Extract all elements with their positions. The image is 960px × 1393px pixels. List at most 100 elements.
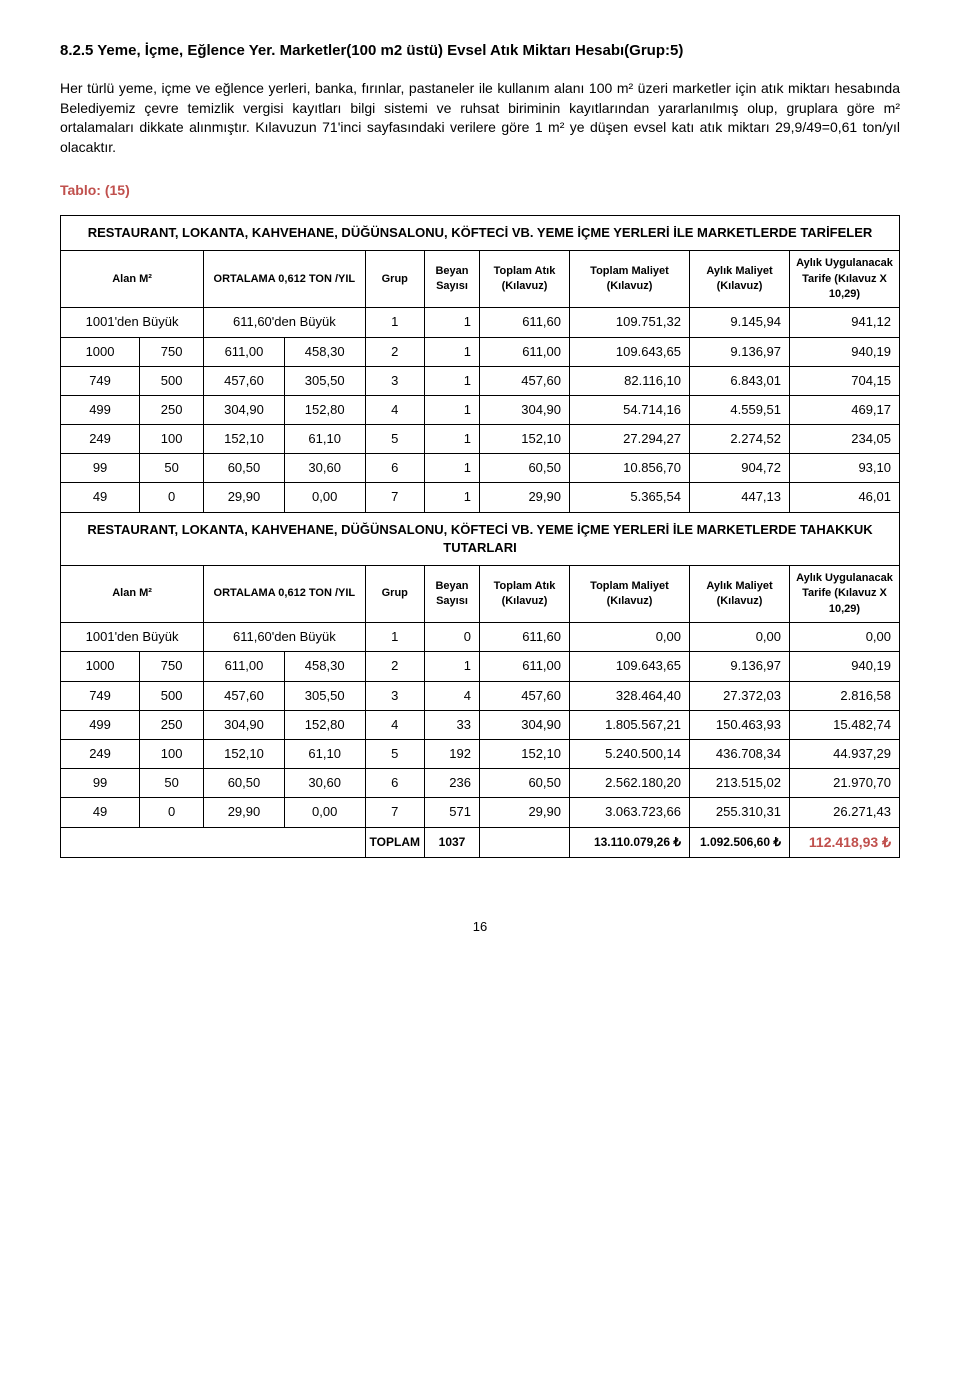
cell: 99 bbox=[61, 454, 140, 483]
cell: 93,10 bbox=[790, 454, 900, 483]
cell: 2.816,58 bbox=[790, 681, 900, 710]
table-row: 1000750611,00458,3021611,00109.643,659.1… bbox=[61, 337, 900, 366]
cell: 4 bbox=[365, 710, 424, 739]
cell: 29,90 bbox=[480, 798, 570, 827]
cell: 4 bbox=[425, 681, 480, 710]
cell: 152,10 bbox=[480, 739, 570, 768]
cell: 33 bbox=[425, 710, 480, 739]
cell: 0 bbox=[140, 798, 204, 827]
cell: 500 bbox=[140, 366, 204, 395]
cell: 611,00 bbox=[204, 652, 285, 681]
table-row: 749500457,60305,5031457,6082.116,106.843… bbox=[61, 366, 900, 395]
cell: 27.294,27 bbox=[570, 425, 690, 454]
column-header: Aylık Maliyet (Kılavuz) bbox=[690, 251, 790, 308]
column-header: Toplam Maliyet (Kılavuz) bbox=[570, 251, 690, 308]
cell: 1000 bbox=[61, 337, 140, 366]
cell: 750 bbox=[140, 652, 204, 681]
table-row: 749500457,60305,5034457,60328.464,4027.3… bbox=[61, 681, 900, 710]
cell: 3.063.723,66 bbox=[570, 798, 690, 827]
cell: 304,90 bbox=[480, 710, 570, 739]
total-cell: 1.092.506,60 ₺ bbox=[690, 827, 790, 858]
total-cell: 112.418,93 ₺ bbox=[790, 827, 900, 858]
cell: 150.463,93 bbox=[690, 710, 790, 739]
table-row: 1001'den Büyük611,60'den Büyük11611,6010… bbox=[61, 308, 900, 337]
total-cell: 13.110.079,26 ₺ bbox=[570, 827, 690, 858]
cell: 50 bbox=[140, 769, 204, 798]
cell: 304,90 bbox=[480, 395, 570, 424]
cell: 9.136,97 bbox=[690, 337, 790, 366]
cell: 250 bbox=[140, 395, 204, 424]
column-header: Aylık Uygulanacak Tarife (Kılavuz X 10,2… bbox=[790, 251, 900, 308]
cell: 1 bbox=[365, 623, 424, 652]
cell: 7 bbox=[365, 798, 424, 827]
page-number: 16 bbox=[60, 918, 900, 936]
cell: 1 bbox=[425, 454, 480, 483]
cell: 10.856,70 bbox=[570, 454, 690, 483]
cell: 1 bbox=[425, 425, 480, 454]
cell: 499 bbox=[61, 395, 140, 424]
cell: 611,60'den Büyük bbox=[204, 308, 365, 337]
cell: 305,50 bbox=[284, 366, 365, 395]
cell: 749 bbox=[61, 681, 140, 710]
cell: 0,00 bbox=[284, 798, 365, 827]
cell: 15.482,74 bbox=[790, 710, 900, 739]
cell: 611,60 bbox=[480, 308, 570, 337]
tariff-table: RESTAURANT, LOKANTA, KAHVEHANE, DÜĞÜNSAL… bbox=[60, 215, 900, 858]
cell: 611,00 bbox=[480, 337, 570, 366]
table-row: 995060,5030,60623660,502.562.180,20213.5… bbox=[61, 769, 900, 798]
cell: 1000 bbox=[61, 652, 140, 681]
column-header: ORTALAMA 0,612 TON /YIL bbox=[204, 566, 365, 623]
cell: 255.310,31 bbox=[690, 798, 790, 827]
cell: 1 bbox=[425, 366, 480, 395]
cell: 1001'den Büyük bbox=[61, 308, 204, 337]
total-cell: 1037 bbox=[425, 827, 480, 858]
cell: 611,60'den Büyük bbox=[204, 623, 365, 652]
cell: 940,19 bbox=[790, 337, 900, 366]
cell: 447,13 bbox=[690, 483, 790, 512]
cell: 458,30 bbox=[284, 652, 365, 681]
cell: 152,10 bbox=[480, 425, 570, 454]
cell: 49 bbox=[61, 483, 140, 512]
cell: 6 bbox=[365, 769, 424, 798]
column-header: Toplam Maliyet (Kılavuz) bbox=[570, 566, 690, 623]
cell: 941,12 bbox=[790, 308, 900, 337]
cell: 457,60 bbox=[204, 366, 285, 395]
column-header: ORTALAMA 0,612 TON /YIL bbox=[204, 251, 365, 308]
total-cell: TOPLAM bbox=[365, 827, 424, 858]
cell: 49 bbox=[61, 798, 140, 827]
cell: 100 bbox=[140, 739, 204, 768]
cell: 46,01 bbox=[790, 483, 900, 512]
table-row: 995060,5030,606160,5010.856,70904,7293,1… bbox=[61, 454, 900, 483]
cell: 192 bbox=[425, 739, 480, 768]
cell: 250 bbox=[140, 710, 204, 739]
cell: 109.643,65 bbox=[570, 652, 690, 681]
cell: 60,50 bbox=[480, 454, 570, 483]
cell: 3 bbox=[365, 681, 424, 710]
cell: 50 bbox=[140, 454, 204, 483]
cell: 30,60 bbox=[284, 454, 365, 483]
cell: 0 bbox=[140, 483, 204, 512]
cell: 457,60 bbox=[480, 366, 570, 395]
cell: 0 bbox=[425, 623, 480, 652]
column-header: Grup bbox=[365, 251, 424, 308]
body-paragraph: Her türlü yeme, içme ve eğlence yerleri,… bbox=[60, 79, 900, 157]
cell: 1 bbox=[425, 395, 480, 424]
cell: 234,05 bbox=[790, 425, 900, 454]
cell: 1 bbox=[425, 652, 480, 681]
cell: 60,50 bbox=[204, 454, 285, 483]
cell: 904,72 bbox=[690, 454, 790, 483]
cell: 82.116,10 bbox=[570, 366, 690, 395]
cell: 749 bbox=[61, 366, 140, 395]
cell: 0,00 bbox=[284, 483, 365, 512]
cell: 1001'den Büyük bbox=[61, 623, 204, 652]
cell: 44.937,29 bbox=[790, 739, 900, 768]
cell: 29,90 bbox=[204, 798, 285, 827]
cell: 152,10 bbox=[204, 425, 285, 454]
cell: 152,80 bbox=[284, 395, 365, 424]
cell: 3 bbox=[365, 366, 424, 395]
table-row: 499250304,90152,80433304,901.805.567,211… bbox=[61, 710, 900, 739]
cell: 21.970,70 bbox=[790, 769, 900, 798]
cell: 940,19 bbox=[790, 652, 900, 681]
cell: 1 bbox=[365, 308, 424, 337]
cell: 2 bbox=[365, 652, 424, 681]
